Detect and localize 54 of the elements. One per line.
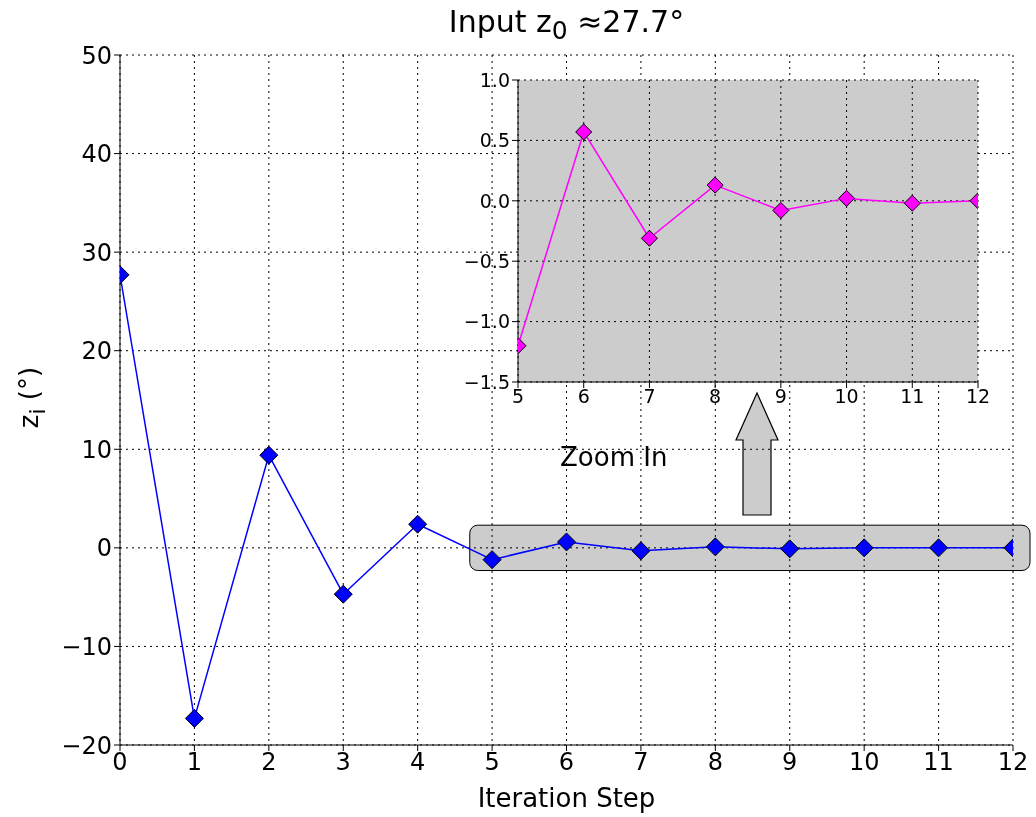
x-tick-label: 12	[997, 748, 1029, 777]
x-tick-label: 6	[558, 748, 575, 777]
y-tick-label: 0	[96, 534, 112, 563]
point	[557, 532, 576, 552]
x-tick-label: 4	[410, 748, 426, 777]
point	[631, 541, 651, 561]
chart-title: Input z$_{0}$ ≈27.7°	[447, 4, 686, 45]
y-tick-label: 20	[81, 337, 112, 366]
point	[482, 550, 502, 570]
x-tick-label: 2	[261, 748, 277, 777]
point	[706, 176, 724, 194]
y-tick-label: −10	[61, 632, 112, 661]
x-tick-label: 5	[511, 385, 525, 408]
x-axis-title: Iteration Step	[477, 783, 656, 813]
x-tick-label: 8	[709, 385, 722, 408]
point	[184, 708, 204, 728]
x-tick-label: 9	[774, 385, 787, 408]
y-tick-label: 30	[81, 238, 112, 267]
x-tick-label: 8	[707, 748, 723, 777]
x-tick-label: 6	[577, 385, 590, 408]
y-tick-label: −20	[61, 731, 112, 760]
y-tick-label: 1.0	[479, 68, 510, 91]
point	[575, 123, 593, 141]
point	[333, 584, 353, 604]
y-tick-label: 50	[81, 41, 112, 70]
y-tick-label: −0.5	[463, 249, 510, 272]
x-tick-label: 10	[834, 385, 859, 408]
y-tick-label: −1.0	[463, 310, 510, 333]
x-tick-label: 7	[633, 748, 649, 777]
point	[780, 539, 800, 559]
point	[259, 445, 279, 465]
y-tick-label: 0.0	[479, 189, 510, 212]
x-tick-label: 5	[484, 748, 500, 777]
point	[705, 537, 725, 557]
y-tick-label: 10	[81, 435, 112, 464]
x-tick-label: 9	[782, 748, 798, 777]
point	[838, 189, 856, 207]
x-tick-label: 11	[900, 385, 925, 408]
annotation: Zoom In	[560, 442, 668, 472]
point	[772, 201, 790, 219]
x-tick-label: 7	[643, 385, 656, 408]
y-tick-label: 40	[81, 140, 112, 169]
x-tick-label: 10	[848, 748, 880, 777]
x-tick-label: 11	[923, 748, 954, 777]
x-tick-label: 3	[335, 748, 351, 777]
x-tick-label: 12	[965, 385, 991, 408]
x-tick-label: 1	[186, 748, 203, 777]
point	[929, 538, 949, 558]
point	[854, 538, 874, 558]
point	[903, 194, 921, 212]
point	[408, 514, 428, 534]
y-tick-label: −1.5	[463, 370, 510, 393]
point	[640, 229, 658, 247]
y-tick-label: 0.5	[479, 129, 510, 152]
